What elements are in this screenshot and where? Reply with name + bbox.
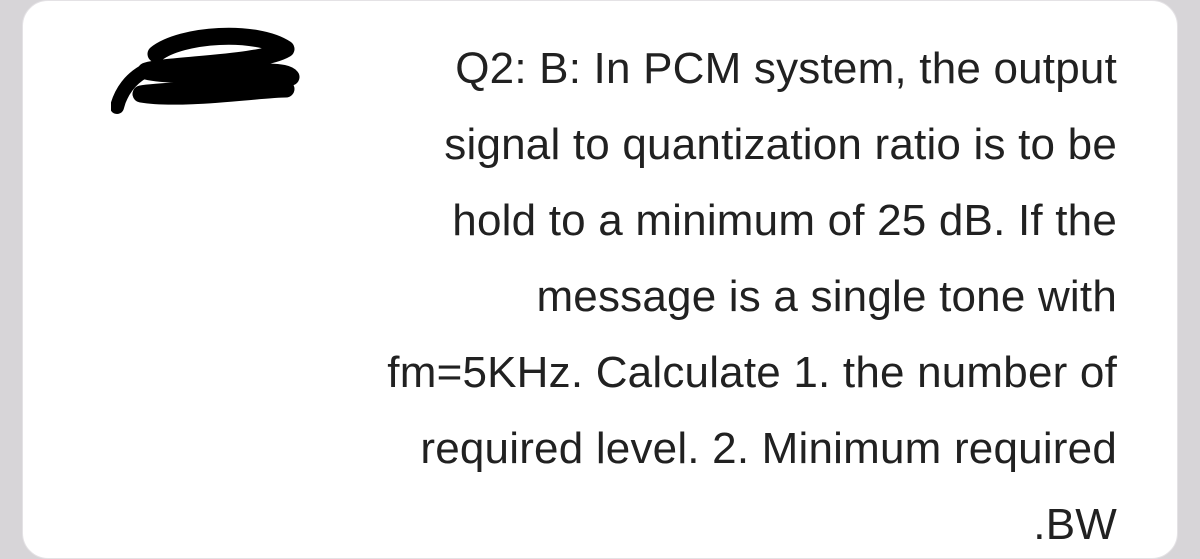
question-line: signal to quantization ratio is to be <box>313 107 1117 183</box>
question-line: .BW <box>313 487 1117 559</box>
question-line: Q2: B: In PCM system, the output <box>313 31 1117 107</box>
question-line: hold to a minimum of 25 dB. If the <box>313 183 1117 259</box>
question-text-block: Q2: B: In PCM system, the output signal … <box>313 31 1117 548</box>
question-line: fm=5KHz. Calculate 1. the number of <box>313 335 1117 411</box>
redaction-scribble <box>111 9 311 124</box>
question-card: Q2: B: In PCM system, the output signal … <box>22 0 1178 559</box>
question-line: message is a single tone with <box>313 259 1117 335</box>
question-line: required level. 2. Minimum required <box>313 411 1117 487</box>
